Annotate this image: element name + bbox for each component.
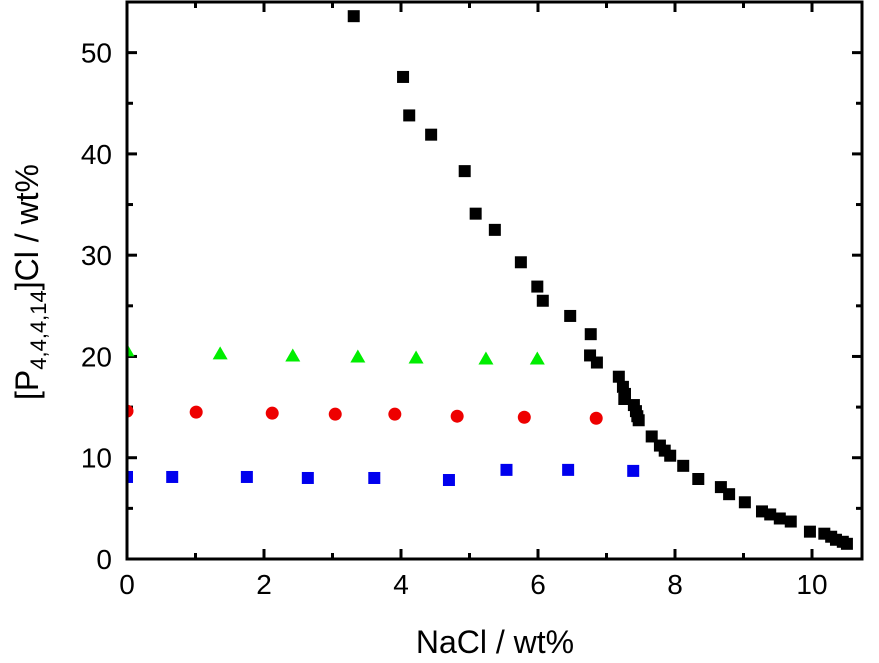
data-point-square [458,165,471,178]
x-axis-title: NaCl / wt% [416,624,574,660]
data-point-triangle [408,350,424,364]
y-tick-label: 10 [81,443,112,474]
data-point-circle [189,405,203,419]
y-tick-label: 20 [81,341,112,372]
data-point-square [442,474,455,487]
data-point-circle [328,407,342,421]
data-point-square [500,463,513,476]
data-point-triangle [285,348,301,362]
data-point-circle [127,404,134,418]
y-tick-label: 30 [81,240,112,271]
data-point-circle [517,410,531,424]
data-point-square [166,470,179,483]
data-point-square [764,508,777,521]
data-point-square [127,470,133,483]
x-tick-label: 0 [119,569,135,600]
data-point-square [612,370,625,383]
x-tick-label: 4 [393,569,409,600]
data-point-square [627,464,640,477]
data-points [127,10,853,550]
data-point-square [784,515,797,528]
data-point-square [738,496,751,509]
data-point-square [514,256,527,269]
data-point-square [425,128,438,141]
data-point-square [564,309,577,322]
data-point-triangle [478,351,494,365]
y-tick-label: 50 [81,38,112,69]
data-point-square [397,70,410,83]
y-axis-title: [P4,4,4,14]Cl / wt% [9,164,51,400]
data-point-square [645,430,658,443]
data-point-square [536,294,549,307]
data-point-square [723,488,736,501]
data-point-square [664,449,677,462]
data-point-square [618,392,631,405]
data-point-circle [265,406,279,420]
data-point-square [773,512,786,525]
data-point-square [403,109,416,122]
data-point-circle [589,411,603,425]
data-point-square [840,537,853,550]
data-point-square [803,525,816,538]
data-point-triangle [529,351,545,365]
data-point-square [347,10,360,23]
data-point-circle [388,407,402,421]
x-tick-label: 6 [530,569,546,600]
data-point-triangle [350,349,366,363]
data-point-square [301,471,314,484]
data-point-square [240,470,253,483]
y-tick-label: 40 [81,139,112,170]
data-point-square [590,356,603,369]
axis-ticks: 0 2 4 6 8 10 0 10 20 30 40 50 [81,0,862,600]
data-point-square [677,459,690,472]
data-point-square [368,471,381,484]
data-point-square [562,463,575,476]
x-tick-label: 2 [256,569,272,600]
data-point-square [584,328,597,341]
data-point-square [488,223,501,236]
data-point-square [632,414,645,427]
data-point-square [469,207,482,220]
data-point-square [531,280,544,293]
plot-frame [125,0,864,561]
x-tick-label: 10 [796,569,827,600]
data-point-triangle [127,343,135,357]
data-point-square [692,472,705,485]
y-tick-label: 0 [96,544,112,575]
x-tick-label: 8 [667,569,683,600]
data-point-circle [450,409,464,423]
data-point-triangle [212,346,228,360]
